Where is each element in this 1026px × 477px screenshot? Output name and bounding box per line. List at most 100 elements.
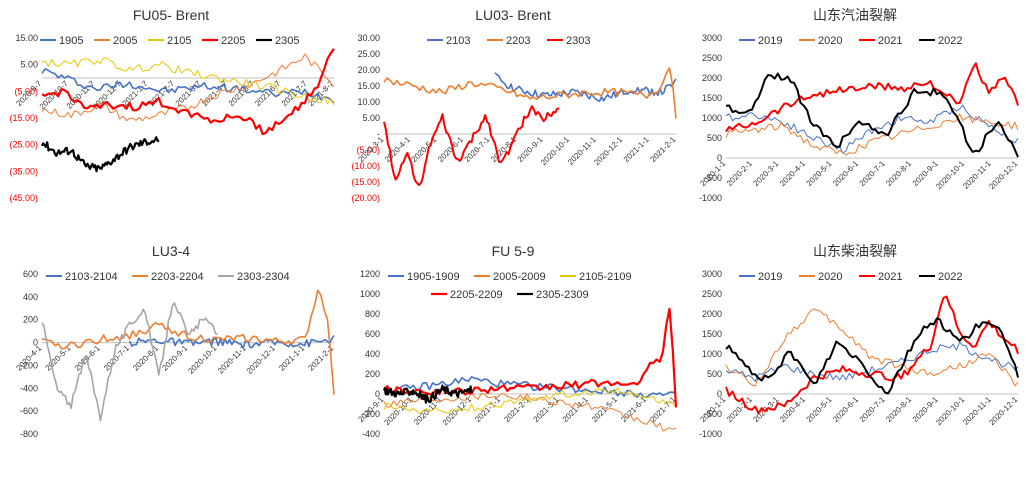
legend-label-2022: 2022 [938,35,962,47]
y-tick-label: 500 [707,369,722,379]
x-tick-label: 2020-7-1 [858,395,887,424]
x-tick-label: 2021-1-1 [277,343,306,372]
series-line-2021 [726,297,1018,414]
legend-label-1905: 1905 [59,35,83,47]
x-tick-label: 2020-7-1 [858,159,887,188]
y-tick-label: 20.00 [357,65,380,75]
legend-label-2021: 2021 [878,35,902,47]
y-tick-label: 600 [365,329,380,339]
legend-label-2019: 2019 [758,35,782,47]
y-tick-label: 3000 [702,33,722,43]
y-tick-label: 200 [23,315,38,325]
x-tick-label: 2020-12-1 [987,159,1020,192]
y-tick-label: 3000 [702,269,722,279]
y-tick-label: 5.00 [362,113,380,123]
y-tick-label: (25.00) [9,140,38,150]
y-tick-label: (35.00) [9,166,38,176]
x-tick-label: 2020-5-1 [805,395,834,424]
series-line-2021 [726,63,1018,132]
x-tick-label: 2021-4-1 [561,395,590,424]
chart-title: 山东汽油裂解 [813,7,897,23]
x-tick-label: 2020-5-1 [805,159,834,188]
x-tick-label: 2020-6-1 [831,395,860,424]
y-tick-label: (15.00) [9,113,38,123]
y-tick-label: 400 [23,292,38,302]
y-tick-label: 2500 [702,53,722,63]
legend-label-2303-2304: 2303-2304 [237,271,290,283]
y-tick-label: 10.00 [357,97,380,107]
x-tick-label: 2020-12-1 [987,395,1020,428]
legend-label-2305: 2305 [275,35,299,47]
chart-title: LU03- Brent [475,7,551,23]
y-tick-label: -800 [20,429,38,439]
y-tick-label: 25.00 [357,49,380,59]
y-tick-label: 1200 [360,269,380,279]
x-tick-label: 2021-8-7 [306,79,335,108]
chart-panel-lu3-4: LU3-4 600 400 200 0 -200 -400 -600 -800 2020-4-1 2… [0,236,342,472]
legend-label-2005: 2005 [113,35,137,47]
y-tick-label: (10.00) [351,161,380,171]
chart-grid: FU05- Brent 15.00 5.00 (5.00) (15.00) (25.00)… [0,0,1026,472]
x-tick-label: 2020-2-1 [725,159,754,188]
chart-panel-shandong-diesel-crack: 山东柴油裂解 3000 2500 2000 1500 1000 500 0 -500 -1000 2… [684,236,1026,472]
legend-label-2203: 2203 [506,35,530,47]
legend-label-2205: 2205 [221,35,245,47]
y-tick-label: 800 [365,309,380,319]
series-line-2303-2304 [42,303,217,421]
y-tick-label: 200 [365,369,380,379]
chart-panel-fu05-brent: FU05- Brent 15.00 5.00 (5.00) (15.00) (25.00)… [0,0,342,236]
y-tick-label: 500 [707,133,722,143]
x-tick-label: 2021-7-1 [648,395,677,424]
y-tick-label: 400 [365,349,380,359]
y-tick-label: (20.00) [351,193,380,203]
x-tick-label: 2020-7-1 [463,135,492,164]
chart-title: 山东柴油裂解 [813,243,897,259]
series-line-2022 [726,318,1018,393]
legend-label-2022: 2022 [938,271,962,283]
y-tick-label: 2000 [702,309,722,319]
y-tick-label: 15.00 [15,33,38,43]
legend-label-2005-2009: 2005-2009 [493,271,546,283]
chart-panel-shandong-gasoline-crack: 山东汽油裂解 3000 2500 2000 1500 1000 500 0 -500 -1000 2… [684,0,1026,236]
legend-label-2203-2204: 2203-2204 [151,271,204,283]
x-tick-label: 2020-12-1 [245,343,278,376]
y-tick-label: 600 [23,269,38,279]
x-tick-label: 2020-10-1 [186,343,219,376]
legend-label-2020: 2020 [818,271,842,283]
x-tick-label: 2021-6-1 [619,395,648,424]
y-tick-label: (15.00) [351,177,380,187]
y-tick-label: -400 [20,383,38,393]
x-tick-label: 2020-5-1 [409,135,438,164]
y-tick-label: 5.00 [20,60,38,70]
x-tick-label: 2020-9-1 [356,395,385,424]
y-tick-label: -1000 [699,429,722,439]
series-line-2305 [42,137,159,171]
legend-label-2303: 2303 [566,35,590,47]
y-tick-label: -400 [362,429,380,439]
y-tick-label: 1000 [702,113,722,123]
chart-panel-lu03-brent: LU03- Brent 30.00 25.00 20.00 15.00 10.00 5.00… [342,0,684,236]
chart-title: FU 5-9 [492,243,535,259]
legend-label-2205-2209: 2205-2209 [450,289,503,301]
x-tick-label: 2021-3-1 [532,395,561,424]
x-tick-label: 2021-5-7 [227,79,256,108]
series-line-2103 [495,73,676,101]
x-tick-label: 2020-8-1 [884,395,913,424]
y-tick-label: 1500 [702,329,722,339]
y-tick-label: 1500 [702,93,722,103]
legend-label-2103: 2103 [446,35,470,47]
x-tick-label: 2021-2-1 [648,135,677,164]
x-tick-label: 2020-6-1 [831,159,860,188]
series-line-2020 [726,114,1018,155]
chart-panel-fu-5-9: FU 5-9 1200 1000 800 600 400 200 0 -200 -400 2020-… [342,236,684,472]
legend-label-2020: 2020 [818,35,842,47]
x-tick-label: 2020-12-1 [592,135,625,168]
chart-title: FU05- Brent [133,7,209,23]
x-tick-label: 2020-1-1 [698,395,727,424]
y-tick-label: 1000 [360,289,380,299]
y-tick-label: (45.00) [9,193,38,203]
legend-label-2105: 2105 [167,35,191,47]
x-tick-label: 2020-1-1 [698,159,727,188]
legend-label-2019: 2019 [758,271,782,283]
legend-label-1905-1909: 1905-1909 [407,271,460,283]
